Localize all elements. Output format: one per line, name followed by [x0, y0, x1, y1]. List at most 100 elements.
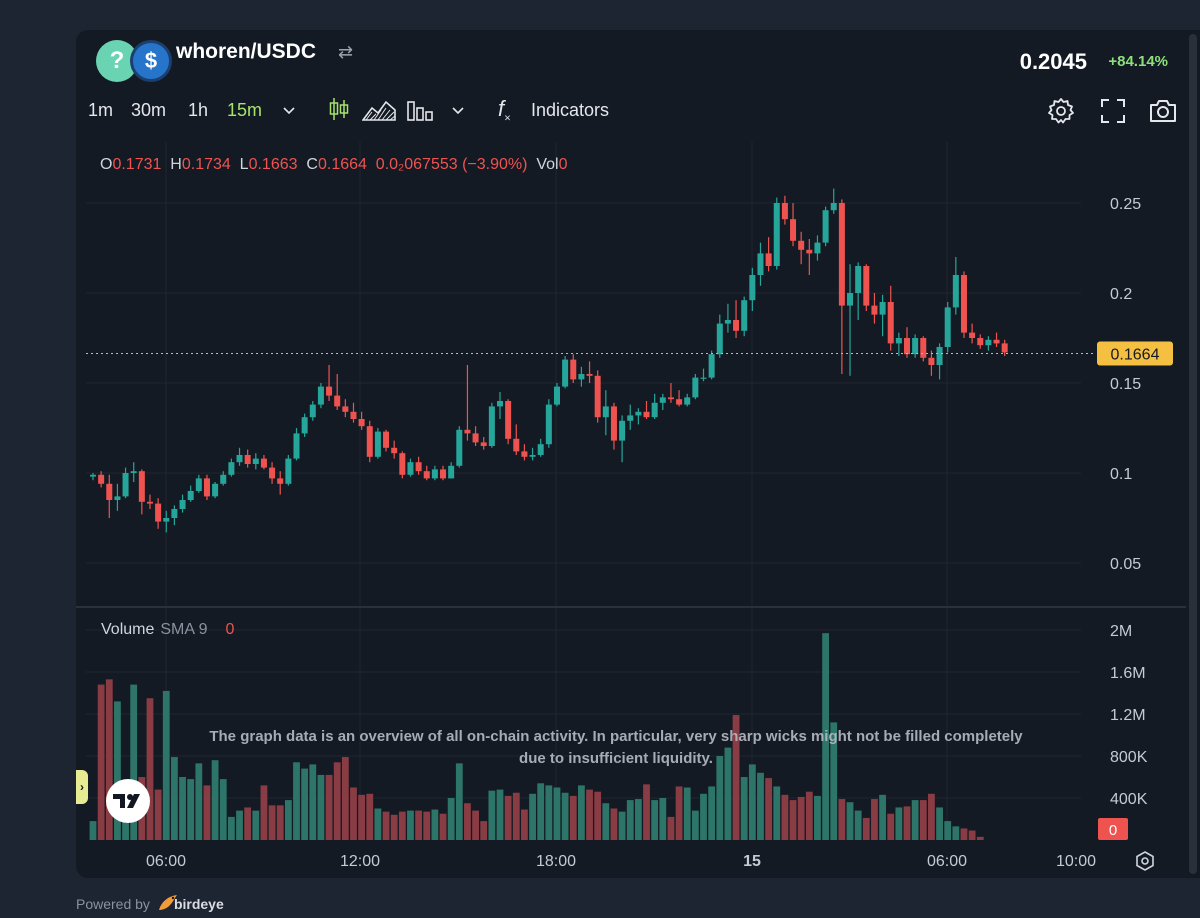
candle-body — [944, 307, 951, 347]
price-chart[interactable]: 0.1664 0.25 0.2 0.15 0.1 0.05 2M 1.6M 1.2M 800K 40… — [76, 30, 1200, 878]
volume-axis-label: 400K — [1110, 791, 1148, 808]
candle-body — [106, 483, 113, 500]
volume-bar — [594, 791, 602, 840]
pair-name[interactable]: whoren/USDC — [176, 40, 317, 63]
candle-body — [708, 354, 715, 378]
candle-body — [741, 300, 748, 331]
volume-bar — [309, 764, 317, 840]
candle-body — [855, 266, 862, 293]
volume-bar — [748, 764, 756, 840]
volume-bar — [936, 807, 943, 840]
settings-gear-icon[interactable] — [1046, 96, 1076, 126]
bar-chart-type-icon[interactable] — [406, 98, 436, 122]
candle-body — [448, 465, 455, 479]
volume-bar — [521, 809, 528, 840]
tradingview-logo-icon[interactable] — [106, 779, 150, 823]
volume-last-label: 0 — [1109, 822, 1117, 839]
candle-body — [716, 323, 723, 355]
candle-body — [651, 402, 658, 418]
data-disclaimer: The graph data is an overview of all on-… — [209, 728, 1023, 767]
candle-body — [570, 359, 577, 380]
page-scrollbar[interactable] — [1186, 30, 1200, 878]
candle-body — [309, 404, 316, 418]
volume-bar — [89, 821, 97, 840]
candle-body — [383, 431, 390, 448]
candle-body — [602, 406, 609, 418]
candle-body — [464, 429, 471, 434]
candle-body — [521, 451, 528, 457]
candle-body — [423, 471, 430, 479]
timeframe-1m[interactable]: 1m — [88, 100, 114, 120]
volume-bar — [700, 793, 707, 840]
candle-body — [90, 474, 96, 477]
candle-body — [431, 469, 438, 479]
candle-body — [627, 415, 634, 421]
candle-body — [749, 275, 756, 301]
candle-body — [798, 240, 805, 250]
candle-body — [456, 429, 463, 466]
volume-bar — [203, 785, 211, 840]
current-price: 0.2045 — [1019, 49, 1087, 74]
candle-body — [366, 426, 373, 457]
price-axis-label: 0.15 — [1110, 376, 1141, 393]
volume-bar — [179, 777, 186, 840]
candle-body — [790, 219, 797, 241]
candle-body — [676, 399, 683, 405]
candlestick-type-icon[interactable] — [328, 96, 350, 122]
time-axis-label: 12:00 — [340, 853, 380, 870]
candle-body — [692, 377, 699, 398]
timeframe-15m[interactable]: 15m — [227, 100, 263, 120]
volume-bar — [602, 803, 610, 840]
volume-bar — [911, 800, 919, 840]
volume-bar — [610, 808, 618, 840]
price-axis-label: 0.2 — [1110, 286, 1132, 303]
volume-bar — [284, 800, 292, 840]
volume-bar — [928, 793, 935, 840]
price-change: +84.14% — [1108, 53, 1168, 70]
candle-body — [260, 458, 267, 468]
timeframe-dropdown-chevron-icon[interactable] — [281, 102, 297, 118]
volume-bar — [871, 799, 878, 840]
candle-body — [700, 377, 707, 379]
volume-bar — [643, 784, 650, 840]
timeframe-1h[interactable]: 1h — [188, 100, 209, 120]
candle-body — [326, 386, 333, 396]
candle-body — [733, 320, 740, 331]
volume-bar — [97, 684, 105, 840]
volume-bar — [130, 684, 138, 840]
candle-body — [635, 411, 642, 416]
chart-panel: ? $ whoren/USDC ⇄ 0.2045 +84.14% 1m 30m … — [76, 30, 1200, 878]
candle-body — [252, 458, 259, 464]
volume-bar — [529, 793, 536, 840]
volume-bar — [333, 762, 341, 840]
birdeye-brand[interactable]: birdeye — [173, 896, 224, 912]
volume-bar — [480, 821, 488, 840]
candle-body — [98, 474, 105, 484]
chart-type-dropdown-chevron-icon[interactable] — [450, 102, 466, 118]
volume-bar — [724, 747, 732, 840]
volume-bar — [431, 809, 439, 840]
candle-body — [619, 420, 626, 441]
area-chart-type-icon[interactable] — [362, 98, 396, 122]
swap-pair-icon[interactable]: ⇄ — [338, 42, 354, 62]
volume-bar — [390, 814, 398, 840]
candle-body — [887, 302, 894, 344]
candle-body — [488, 406, 495, 446]
time-axis-settings-icon[interactable] — [1134, 850, 1156, 872]
volume-bar — [740, 777, 748, 840]
sidebar-toggle-tab[interactable]: › — [76, 770, 88, 804]
volume-bar — [805, 791, 813, 840]
indicators-button[interactable]: Indicators — [531, 100, 610, 120]
candle-body — [285, 458, 292, 484]
candle-body — [228, 462, 235, 475]
price-axis-label: 0.1 — [1110, 466, 1132, 483]
fullscreen-icon[interactable] — [1098, 96, 1128, 126]
volume-axis-label: 1.2M — [1110, 707, 1146, 724]
volume-bar — [293, 762, 300, 840]
volume-bar — [504, 795, 512, 840]
fx-indicators-icon[interactable]: f× — [498, 96, 511, 125]
volume-bar — [447, 798, 455, 840]
timeframe-30m[interactable]: 30m — [131, 100, 167, 120]
screenshot-camera-icon[interactable] — [1148, 96, 1178, 126]
